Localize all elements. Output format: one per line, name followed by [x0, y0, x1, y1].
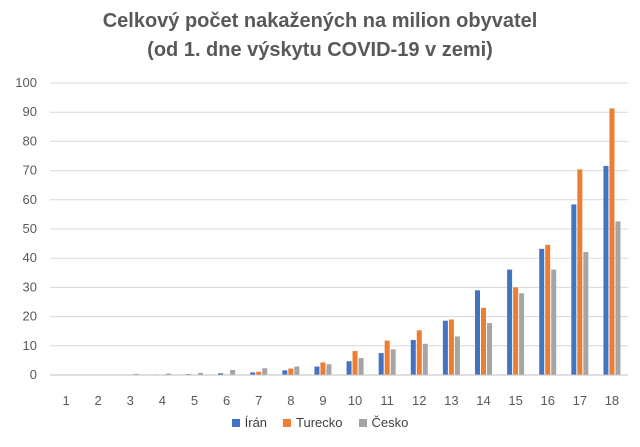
bar-Turecko-15: [513, 287, 519, 375]
x-tick-label: 1: [62, 393, 69, 408]
bar-Írán-11: [378, 353, 384, 375]
bar-Turecko-11: [384, 340, 390, 375]
y-tick-label: 90: [23, 104, 37, 119]
bar-Česko-4: [165, 373, 171, 375]
grid-lines: [50, 82, 628, 347]
legend-item-iran: Írán: [231, 415, 268, 430]
bar-Česko-13: [454, 336, 460, 375]
bar-Írán-12: [410, 339, 416, 375]
y-tick-label: 100: [15, 75, 37, 90]
x-tick-label: 4: [159, 393, 166, 408]
y-tick-label: 40: [23, 250, 37, 265]
bar-Turecko-14: [481, 307, 486, 375]
legend-label-cesko: Česko: [371, 415, 409, 430]
legend-item-turecko: Turecko: [283, 415, 343, 430]
x-tick-label: 11: [380, 393, 394, 408]
bar-Turecko-10: [352, 351, 358, 375]
legend-swatch-cesko: [358, 418, 367, 427]
legend-label-turecko: Turecko: [296, 415, 343, 430]
x-tick-label: 16: [540, 393, 554, 408]
bar-Česko-14: [487, 323, 492, 375]
legend: Írán Turecko Česko: [0, 415, 640, 430]
bar-Írán-9: [314, 366, 320, 375]
x-axis-ticks: 1 2 3 4 5 6 7 8 9 10 11 12 13 14 15 16 17 18: [62, 393, 619, 408]
bar-Írán-17: [571, 204, 577, 375]
bar-Turecko-12: [416, 330, 422, 375]
bar-Turecko-17: [577, 169, 583, 375]
x-tick-label: 5: [191, 393, 198, 408]
y-tick-label: 50: [23, 221, 37, 236]
y-tick-label: 20: [23, 309, 37, 324]
x-tick-label: 18: [605, 393, 619, 408]
bar-Česko-16: [551, 269, 557, 375]
bar-Česko-18: [615, 221, 621, 375]
legend-swatch-turecko: [283, 418, 292, 427]
bar-Česko-8: [294, 366, 300, 375]
bar-Česko-12: [422, 343, 428, 375]
y-tick-label: 0: [30, 367, 37, 382]
x-tick-label: 6: [223, 393, 230, 408]
bar-Česko-10: [358, 358, 364, 375]
y-tick-label: 10: [23, 338, 37, 353]
bar-Turecko-13: [448, 319, 454, 375]
chart-title-line-1: Celkový počet nakažených na milion obyva…: [102, 10, 538, 32]
y-tick-label: 70: [23, 163, 37, 178]
y-tick-label: 60: [23, 192, 37, 207]
bar-Írán-8: [282, 370, 288, 375]
y-tick-label: 80: [23, 133, 37, 148]
bar-Česko-9: [326, 364, 332, 375]
bar-Írán-15: [507, 269, 513, 375]
bar-Turecko-9: [320, 362, 326, 375]
chart-title-line-2: (od 1. dne výskytu COVID-19 v zemi): [147, 39, 493, 61]
bar-Turecko-8: [288, 368, 294, 375]
legend-swatch-iran: [231, 418, 240, 427]
bar-Česko-5: [198, 372, 203, 375]
bar-Česko-17: [583, 252, 589, 375]
x-tick-label: 2: [95, 393, 102, 408]
bar-Turecko-18: [609, 108, 615, 376]
bar-Turecko-16: [545, 244, 551, 375]
bar-Česko-6: [230, 370, 236, 375]
x-tick-label: 3: [127, 393, 134, 408]
bar-Írán-6: [218, 373, 224, 375]
bar-Turecko-7: [256, 371, 262, 375]
x-tick-label: 10: [348, 393, 362, 408]
legend-label-iran: Írán: [244, 415, 268, 430]
bar-Írán-10: [346, 361, 352, 375]
bar-Česko-3: [133, 373, 139, 375]
bar-Česko-11: [390, 349, 396, 375]
x-tick-label: 15: [508, 393, 522, 408]
bar-Írán-14: [475, 290, 480, 375]
x-tick-label: 12: [412, 393, 426, 408]
bar-Írán-13: [442, 320, 448, 375]
bar-Česko-15: [519, 293, 525, 375]
bar-Česko-7: [262, 368, 268, 375]
x-tick-label: 9: [319, 393, 326, 408]
y-axis-ticks: 0 10 20 30 40 50 60 70 80 90 100: [15, 75, 37, 382]
x-tick-label: 8: [287, 393, 294, 408]
bar-Írán-7: [250, 372, 256, 375]
bars: [121, 108, 621, 376]
x-tick-label: 7: [255, 393, 262, 408]
bar-Írán-16: [539, 248, 545, 375]
x-tick-label: 14: [476, 393, 490, 408]
y-tick-label: 30: [23, 279, 37, 294]
legend-item-cesko: Česko: [358, 415, 409, 430]
x-tick-label: 17: [573, 393, 587, 408]
x-tick-label: 13: [444, 393, 458, 408]
bar-Írán-18: [603, 165, 609, 375]
